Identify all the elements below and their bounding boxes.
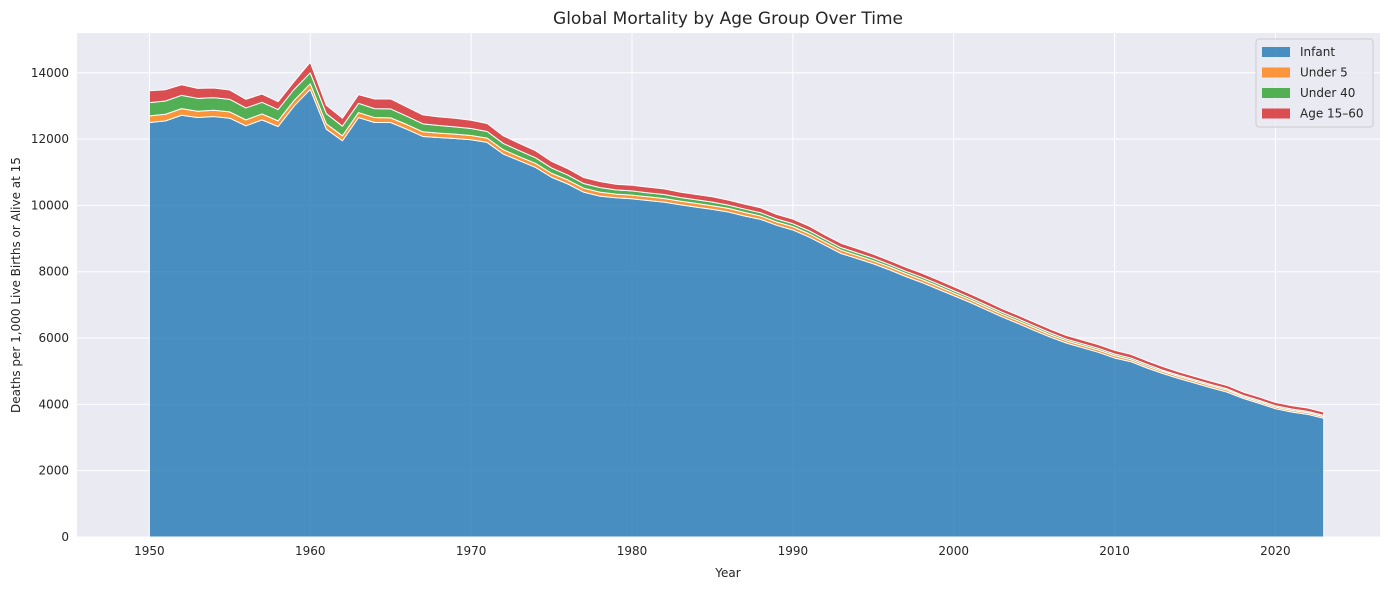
- y-tick-label: 8000: [38, 265, 69, 279]
- x-tick-label: 1970: [456, 544, 487, 558]
- x-tick-label: 1990: [778, 544, 809, 558]
- x-tick-label: 1980: [617, 544, 648, 558]
- x-tick-label: 2010: [1099, 544, 1130, 558]
- y-tick-label: 14000: [31, 66, 69, 80]
- x-tick-label: 2020: [1260, 544, 1291, 558]
- y-tick-labels: 0 2000 4000 6000 8000 10000 12000 14000: [31, 66, 69, 544]
- legend-label: Age 15–60: [1300, 107, 1364, 121]
- area-age-15-60: [148, 61, 1325, 416]
- legend-box: [1255, 38, 1374, 128]
- x-tick-label: 1950: [134, 544, 165, 558]
- legend: Infant Under 5 Under 40 Age 15–60: [1255, 38, 1374, 128]
- y-axis-label: Deaths per 1,000 Live Births or Alive at…: [9, 157, 23, 413]
- legend-label: Under 40: [1300, 86, 1355, 100]
- legend-swatch: [1262, 47, 1290, 57]
- y-tick-label: 10000: [31, 198, 69, 212]
- legend-label: Under 5: [1300, 66, 1348, 80]
- legend-swatch: [1262, 88, 1290, 98]
- y-tick-label: 0: [61, 530, 69, 544]
- y-tick-label: 4000: [38, 397, 69, 411]
- legend-swatch: [1262, 108, 1290, 119]
- x-axis-label: Year: [714, 566, 740, 580]
- chart-title: Global Mortality by Age Group Over Time: [553, 9, 903, 29]
- legend-label: Infant: [1300, 45, 1335, 59]
- x-tick-label: 2000: [938, 544, 969, 558]
- x-tick-labels: 1950 1960 1970 1980 1990 2000 2010 2020: [134, 544, 1291, 558]
- y-tick-label: 6000: [38, 331, 69, 345]
- y-tick-label: 2000: [38, 464, 69, 478]
- y-tick-label: 12000: [31, 132, 69, 146]
- legend-swatch: [1262, 67, 1290, 78]
- area-series: [148, 61, 1325, 538]
- x-tick-label: 1960: [295, 544, 326, 558]
